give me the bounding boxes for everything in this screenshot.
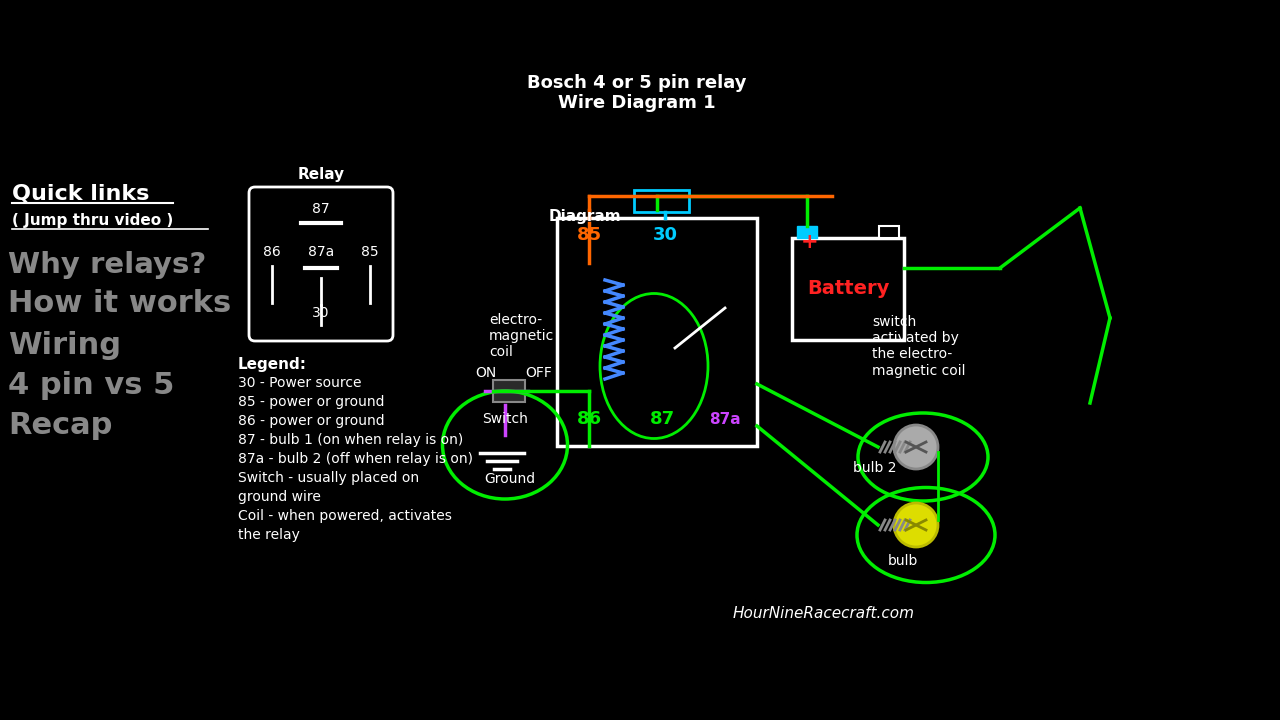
Text: Legend:: Legend: <box>238 358 307 372</box>
Text: 85 - power or ground: 85 - power or ground <box>238 395 384 409</box>
Text: 4 pin vs 5: 4 pin vs 5 <box>8 371 174 400</box>
FancyBboxPatch shape <box>250 187 393 341</box>
Text: 87: 87 <box>312 202 330 216</box>
Text: ( Jump thru video ): ( Jump thru video ) <box>12 212 173 228</box>
Text: 30 - Power source: 30 - Power source <box>238 376 361 390</box>
Text: 87a: 87a <box>709 412 741 427</box>
Text: Bosch 4 or 5 pin relay: Bosch 4 or 5 pin relay <box>527 74 746 92</box>
FancyBboxPatch shape <box>792 238 904 340</box>
Text: 86: 86 <box>576 410 602 428</box>
Text: Coil - when powered, activates: Coil - when powered, activates <box>238 509 452 523</box>
Text: Relay: Relay <box>297 167 344 182</box>
Text: ground wire: ground wire <box>238 490 321 504</box>
Text: ON: ON <box>475 366 497 380</box>
Text: Diagram: Diagram <box>549 209 622 224</box>
Text: 87 - bulb 1 (on when relay is on): 87 - bulb 1 (on when relay is on) <box>238 433 463 447</box>
Text: bulb: bulb <box>888 554 918 568</box>
Text: Ground: Ground <box>484 472 535 486</box>
Text: HourNineRacecraft.com: HourNineRacecraft.com <box>733 606 915 621</box>
Text: 85: 85 <box>576 226 602 244</box>
Text: 86: 86 <box>264 245 280 259</box>
Circle shape <box>893 503 938 547</box>
Text: 87a: 87a <box>308 245 334 259</box>
FancyBboxPatch shape <box>797 226 817 238</box>
Text: Recap: Recap <box>8 410 113 439</box>
Text: Switch - usually placed on: Switch - usually placed on <box>238 471 419 485</box>
Text: the relay: the relay <box>238 528 300 542</box>
Text: electro-
magnetic
coil: electro- magnetic coil <box>489 312 554 359</box>
Text: 87a - bulb 2 (off when relay is on): 87a - bulb 2 (off when relay is on) <box>238 452 474 466</box>
Text: +: + <box>801 232 819 252</box>
FancyBboxPatch shape <box>557 218 756 446</box>
Text: Why relays?: Why relays? <box>8 251 206 279</box>
Text: Wire Diagram 1: Wire Diagram 1 <box>558 94 716 112</box>
Text: Switch: Switch <box>483 412 527 426</box>
Circle shape <box>893 425 938 469</box>
Text: 86 - power or ground: 86 - power or ground <box>238 414 384 428</box>
Text: Battery: Battery <box>806 279 890 298</box>
FancyBboxPatch shape <box>879 226 899 238</box>
Text: 87: 87 <box>649 410 675 428</box>
Text: OFF: OFF <box>525 366 552 380</box>
FancyBboxPatch shape <box>493 380 525 402</box>
Text: switch
activated by
the electro-
magnetic coil: switch activated by the electro- magneti… <box>872 315 965 377</box>
Text: Wiring: Wiring <box>8 330 122 359</box>
Text: 30: 30 <box>312 306 330 320</box>
Text: 30: 30 <box>653 226 677 244</box>
Text: bulb 2: bulb 2 <box>852 461 896 475</box>
Text: 85: 85 <box>361 245 379 259</box>
Text: Quick links: Quick links <box>12 184 150 204</box>
Text: How it works: How it works <box>8 289 232 318</box>
